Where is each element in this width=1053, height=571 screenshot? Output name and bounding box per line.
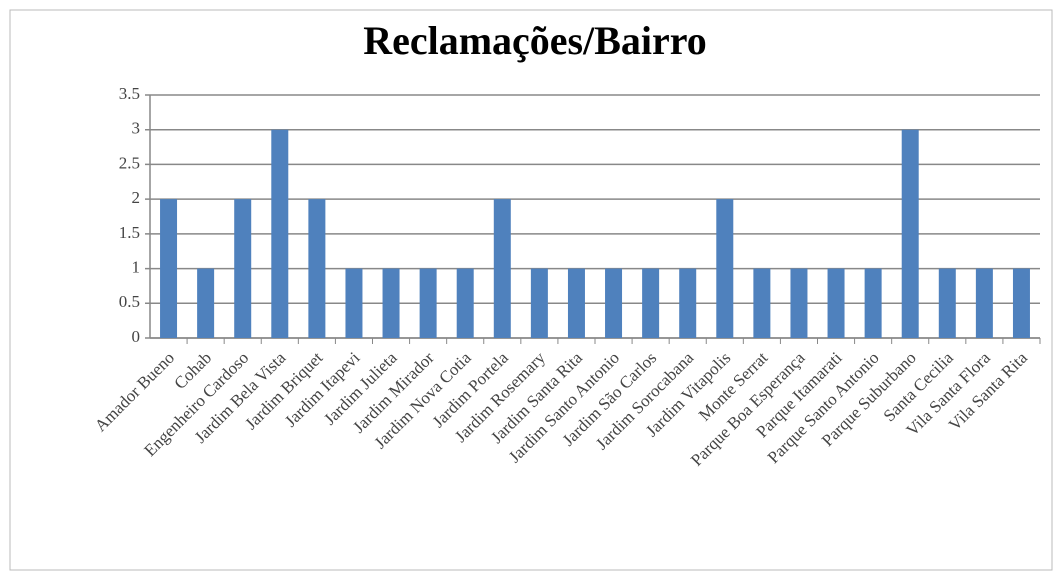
y-tick-label: 1.5: [119, 223, 140, 242]
bar: [308, 199, 326, 338]
y-tick-label: 0.5: [119, 292, 140, 311]
bar: [975, 268, 993, 338]
bar: [197, 268, 215, 338]
bar: [753, 268, 771, 338]
bar: [642, 268, 660, 338]
bar: [271, 129, 289, 338]
bar: [567, 268, 585, 338]
bar: [345, 268, 363, 338]
bar: [679, 268, 697, 338]
bar: [456, 268, 474, 338]
y-tick-label: 0: [132, 327, 141, 346]
bar: [901, 129, 919, 338]
bar: [864, 268, 882, 338]
y-tick-label: 1: [132, 257, 141, 276]
bar: [530, 268, 548, 338]
bar: [160, 199, 178, 338]
bar: [419, 268, 437, 338]
bar: [1012, 268, 1030, 338]
y-tick-label: 2: [132, 188, 141, 207]
bar: [790, 268, 808, 338]
bar: [234, 199, 252, 338]
y-tick-label: 3.5: [119, 84, 140, 103]
bar: [605, 268, 623, 338]
y-tick-label: 3: [132, 119, 141, 138]
bar: [493, 199, 511, 338]
y-tick-label: 2.5: [119, 153, 140, 172]
bar: [382, 268, 400, 338]
chart-title: Reclamações/Bairro: [363, 18, 707, 63]
bar: [938, 268, 956, 338]
bar: [716, 199, 734, 338]
bar: [827, 268, 845, 338]
